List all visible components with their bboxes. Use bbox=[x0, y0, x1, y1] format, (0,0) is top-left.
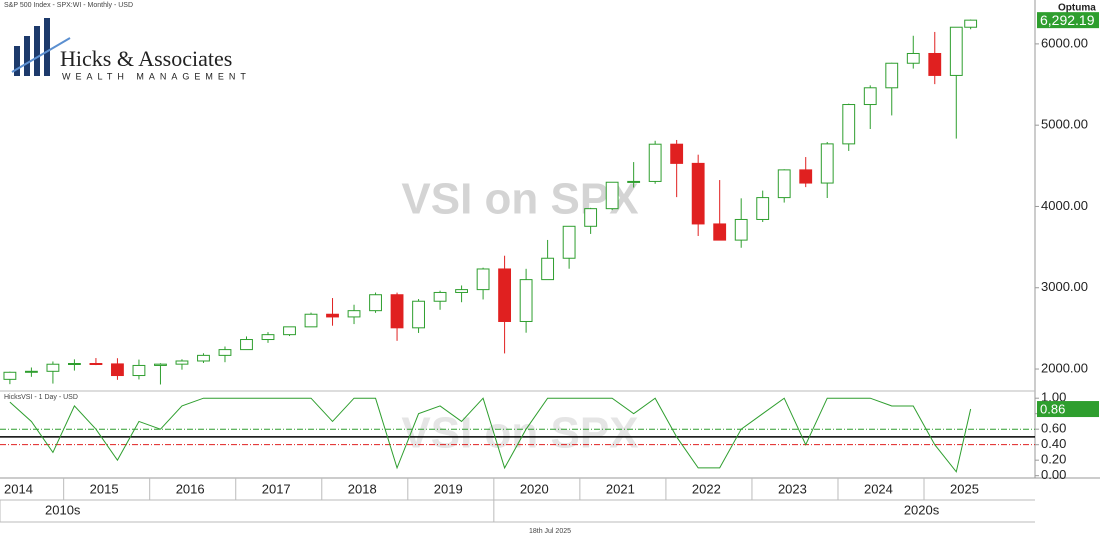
candle-body bbox=[175, 360, 189, 365]
brand: Optuma bbox=[1058, 3, 1096, 14]
candle-body bbox=[132, 364, 146, 377]
x-tick-label: 2016 bbox=[176, 481, 205, 496]
last-value-label: 6,292.19 bbox=[1040, 12, 1095, 28]
candle-body bbox=[691, 162, 705, 225]
candle-body bbox=[111, 363, 124, 377]
panel-title: HicksVSI - 1 Day - USD bbox=[4, 394, 78, 401]
x-tick-label: 2025 bbox=[950, 481, 979, 496]
y-tick-label: 5000.00 bbox=[1041, 117, 1088, 132]
logo-arrow bbox=[11, 37, 71, 73]
candle-body bbox=[68, 363, 81, 366]
candle-body bbox=[605, 181, 619, 210]
candle-body bbox=[541, 257, 555, 281]
y-tick-label: 0.40 bbox=[1041, 436, 1066, 451]
x-tick-label: 2019 bbox=[434, 481, 463, 496]
candle-body bbox=[218, 349, 232, 356]
y-tick-label: 1.00 bbox=[1041, 390, 1066, 405]
candle-body bbox=[197, 354, 210, 362]
logo-tagline: WEALTH MANAGEMENT bbox=[62, 71, 251, 81]
candle-body bbox=[347, 310, 361, 318]
logo: Hicks & Associates WEALTH MANAGEMENT bbox=[11, 18, 251, 81]
y-tick-label: 0.20 bbox=[1041, 452, 1066, 467]
candle-body bbox=[885, 62, 899, 89]
candle-body bbox=[3, 371, 17, 380]
candle-body bbox=[799, 169, 813, 184]
x-tick-label: 2024 bbox=[864, 481, 893, 496]
logo-bar bbox=[24, 36, 30, 76]
candle-body bbox=[326, 313, 339, 318]
footer-date: 18th Jul 2025 bbox=[529, 528, 571, 535]
x-tick-label: 2017 bbox=[262, 481, 291, 496]
candle-body bbox=[562, 225, 576, 259]
logo-bar bbox=[34, 26, 40, 76]
x-tick-label: 2020 bbox=[520, 481, 549, 496]
candle-body bbox=[734, 218, 748, 241]
candle-body bbox=[949, 26, 963, 76]
watermark: VSI on SPX bbox=[401, 409, 638, 458]
candle-body bbox=[928, 52, 942, 76]
last-value-label: 0.86 bbox=[1040, 401, 1065, 416]
candle-body bbox=[240, 339, 253, 351]
logo-bar bbox=[44, 18, 50, 76]
last-value-box bbox=[1037, 401, 1099, 418]
decade-label: 2010s bbox=[45, 502, 81, 517]
x-tick-label: 2023 bbox=[778, 481, 807, 496]
decade-label: 2020s bbox=[904, 502, 940, 517]
x-tick-label: 2014 bbox=[4, 481, 33, 496]
header: S&P 500 Index - SPX:WI - Monthly - USD bbox=[4, 2, 133, 9]
candle-body bbox=[670, 143, 684, 164]
candle-body bbox=[455, 289, 468, 293]
candle-body bbox=[713, 223, 727, 241]
candle-body bbox=[863, 87, 877, 106]
candle-body bbox=[154, 363, 167, 366]
candle-body bbox=[498, 268, 512, 322]
candle-body bbox=[906, 52, 920, 64]
watermark: VSI on SPX bbox=[401, 175, 638, 224]
indicator-line bbox=[9, 397, 972, 473]
y-tick-label: 3000.00 bbox=[1041, 279, 1088, 294]
candle-body bbox=[369, 294, 382, 312]
candle-body bbox=[433, 291, 447, 302]
candle-body bbox=[627, 180, 641, 183]
candle-body bbox=[390, 294, 404, 329]
candle-body bbox=[283, 326, 296, 336]
candle-body bbox=[89, 363, 103, 366]
y-tick-label: 0.00 bbox=[1041, 467, 1066, 482]
candle-body bbox=[648, 143, 662, 182]
candle-body bbox=[412, 300, 425, 329]
y-tick-label: 2000.00 bbox=[1041, 360, 1088, 375]
candle-body bbox=[584, 208, 598, 227]
x-tick-label: 2022 bbox=[692, 481, 721, 496]
candle-body bbox=[777, 169, 791, 199]
x-tick-label: 2021 bbox=[606, 481, 635, 496]
x-tick-label: 2018 bbox=[348, 481, 377, 496]
y-tick-label: 0.60 bbox=[1041, 421, 1066, 436]
candle-body bbox=[820, 143, 834, 184]
y-tick-label: 6000.00 bbox=[1041, 35, 1088, 50]
candle-body bbox=[842, 104, 856, 145]
candle-body bbox=[756, 197, 770, 220]
candle-body bbox=[519, 279, 533, 322]
last-value-box bbox=[1037, 12, 1099, 29]
candle-body bbox=[964, 19, 978, 28]
x-tick-label: 2015 bbox=[90, 481, 119, 496]
candle-body bbox=[304, 313, 318, 328]
candle-body bbox=[476, 268, 490, 291]
logo-bar bbox=[14, 46, 20, 76]
y-tick-label: 4000.00 bbox=[1041, 198, 1088, 213]
logo-name: Hicks & Associates bbox=[60, 46, 232, 71]
candle-body bbox=[261, 334, 275, 341]
candle-body bbox=[46, 363, 60, 372]
candle-body bbox=[24, 370, 38, 373]
